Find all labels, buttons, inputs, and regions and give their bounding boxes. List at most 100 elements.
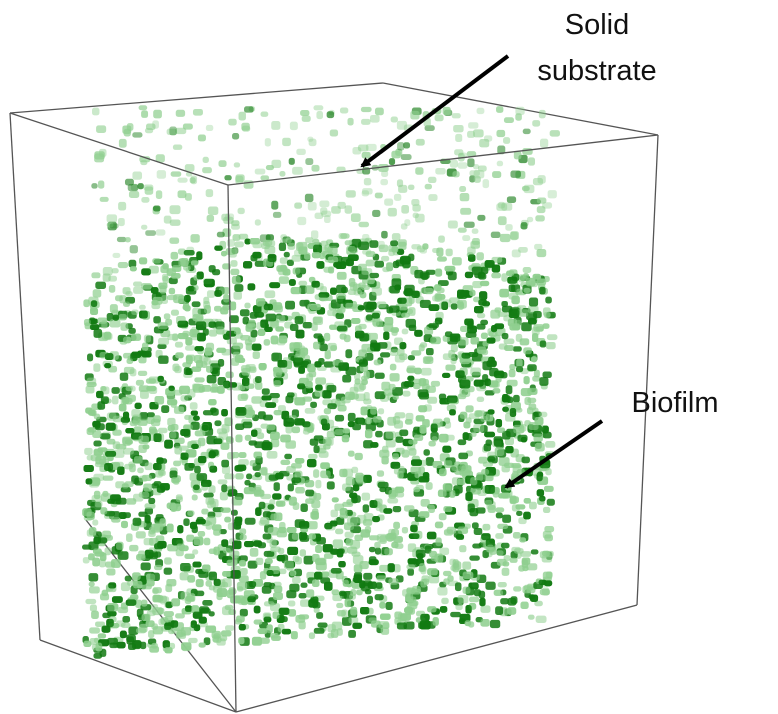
particle	[117, 466, 124, 474]
particle	[249, 440, 258, 445]
particle	[473, 164, 479, 169]
particle	[263, 533, 272, 539]
particle	[243, 261, 252, 268]
particle	[129, 545, 138, 552]
particle	[371, 621, 381, 628]
particle	[158, 338, 169, 345]
particle	[501, 543, 510, 549]
particle	[113, 315, 119, 321]
particle	[133, 518, 142, 526]
particle	[204, 348, 212, 356]
particle	[476, 324, 485, 330]
particle	[362, 493, 371, 501]
particle	[510, 558, 518, 563]
particle	[481, 267, 489, 275]
particle	[447, 395, 458, 402]
particle	[373, 416, 382, 423]
particle	[503, 561, 510, 566]
particle	[339, 469, 347, 477]
particle	[480, 605, 490, 612]
particle	[279, 276, 289, 284]
particle	[274, 410, 282, 415]
particle	[460, 462, 468, 471]
particle	[443, 107, 451, 115]
particle	[506, 270, 514, 276]
particle	[96, 125, 106, 133]
particle	[119, 512, 127, 519]
particle	[485, 500, 493, 505]
particle	[485, 485, 495, 494]
particle	[138, 371, 147, 376]
particle	[91, 611, 99, 619]
particle	[361, 285, 370, 290]
particle	[498, 202, 505, 209]
particle	[302, 116, 311, 122]
particle	[509, 284, 516, 292]
particle	[375, 193, 383, 199]
particle	[363, 475, 371, 483]
particle	[389, 384, 396, 390]
particle	[384, 548, 393, 555]
particle	[203, 157, 209, 163]
particle	[537, 249, 547, 257]
particle	[212, 524, 222, 530]
particle	[254, 312, 264, 318]
particle	[401, 205, 409, 214]
particle	[196, 360, 203, 368]
particle	[411, 350, 421, 355]
particle	[201, 509, 208, 515]
particle	[320, 470, 330, 478]
particle	[535, 443, 545, 452]
particle	[93, 653, 102, 659]
particle	[193, 537, 203, 546]
particle	[305, 480, 314, 487]
particle	[422, 243, 428, 249]
particle	[483, 179, 490, 188]
particle	[332, 497, 339, 502]
particle	[389, 305, 400, 312]
particle	[425, 184, 432, 190]
particle	[222, 578, 231, 587]
particle	[167, 524, 174, 533]
particle	[402, 329, 409, 335]
particle	[142, 444, 149, 449]
particle	[392, 233, 401, 240]
particle	[300, 549, 306, 556]
particle	[383, 508, 392, 513]
particle	[258, 329, 266, 336]
particle	[375, 391, 386, 399]
particle	[270, 432, 280, 440]
particle	[314, 628, 325, 634]
particle	[460, 208, 471, 215]
particle	[331, 568, 342, 574]
particle	[440, 606, 447, 613]
particle	[351, 213, 361, 222]
particle	[221, 409, 228, 416]
particle	[313, 245, 322, 254]
particle	[441, 301, 448, 310]
particle	[292, 427, 300, 434]
particle	[469, 597, 479, 603]
particle	[145, 128, 153, 133]
particle	[353, 485, 359, 492]
particle	[452, 257, 462, 265]
particle	[361, 529, 370, 537]
particle	[505, 224, 512, 231]
particle	[406, 564, 415, 569]
particle	[156, 229, 166, 235]
particle	[121, 521, 128, 528]
particle	[231, 510, 238, 516]
particle	[427, 606, 436, 612]
particle	[532, 333, 538, 342]
particle	[491, 273, 501, 279]
particle	[267, 451, 278, 459]
particle	[275, 315, 285, 322]
particle	[203, 297, 209, 305]
particle	[459, 186, 466, 192]
particle	[175, 128, 186, 134]
particle	[323, 544, 333, 552]
particle	[431, 556, 439, 561]
particle	[498, 582, 507, 587]
particle	[93, 289, 102, 297]
particle	[543, 507, 550, 513]
